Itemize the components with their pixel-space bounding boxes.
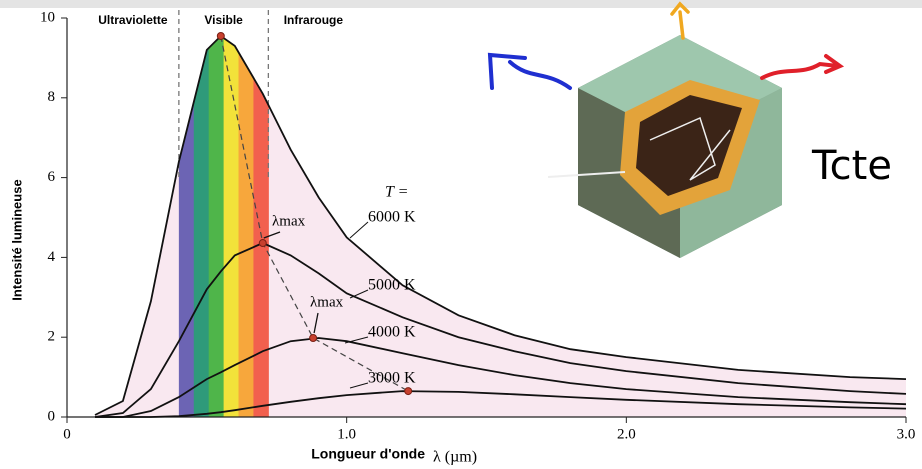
cube-illustration xyxy=(548,35,782,258)
annotation: Tcte xyxy=(811,143,892,189)
y-axis-label: Intensité lumineuse xyxy=(9,179,24,300)
series-title: T = xyxy=(385,184,408,201)
peak-point xyxy=(259,240,266,247)
page: Ultraviolette Visible Infrarouge 0 2 4 6 8 10 0 1.… xyxy=(0,0,922,469)
series-label: 4000 K xyxy=(368,324,416,341)
y-tick-label: 0 xyxy=(48,408,56,424)
chart: Ultraviolette Visible Infrarouge 0 2 4 6 8 10 0 1.… xyxy=(0,0,922,469)
x-tick-label: 3.0 xyxy=(897,426,916,442)
x-tick-label: 1.0 xyxy=(337,426,356,442)
series-label: 6000 K xyxy=(368,209,416,226)
region-label: Ultraviolette xyxy=(98,13,168,27)
top-bar xyxy=(0,0,922,8)
hand-arrow-blue xyxy=(490,55,570,88)
peak-label: λmax xyxy=(272,213,306,229)
region-label: Infrarouge xyxy=(284,13,344,27)
y-tick-label: 10 xyxy=(40,9,55,25)
hand-arrow-red xyxy=(762,56,840,78)
x-axis-label: Longueur d'onde xyxy=(311,446,425,462)
y-tick-label: 6 xyxy=(48,169,56,185)
y-tick-label: 4 xyxy=(48,249,56,265)
series-label: 5000 K xyxy=(368,277,416,294)
spectrum-band xyxy=(253,18,268,417)
x-tick-label: 2.0 xyxy=(617,426,636,442)
peak-label: λmax xyxy=(310,294,344,310)
peak-point xyxy=(217,32,224,39)
plot: Ultraviolette Visible Infrarouge 0 2 4 6 8 10 0 1.… xyxy=(40,9,915,442)
y-tick-label: 8 xyxy=(48,89,56,105)
spectrum-band xyxy=(224,18,239,417)
y-tick-label: 2 xyxy=(48,329,56,345)
series-label: 3000 K xyxy=(368,370,416,387)
hand-arrow-orange xyxy=(672,4,688,38)
region-label: Visible xyxy=(204,13,243,27)
spectrum-band xyxy=(179,18,194,417)
peak-point xyxy=(310,334,317,341)
spectrum-band xyxy=(209,18,224,417)
x-tick-label: 0 xyxy=(63,426,71,442)
leader-line xyxy=(350,222,368,238)
peak-point xyxy=(405,388,412,395)
spectrum-band xyxy=(194,18,209,417)
x-axis-unit: λ (µm) xyxy=(433,449,477,466)
